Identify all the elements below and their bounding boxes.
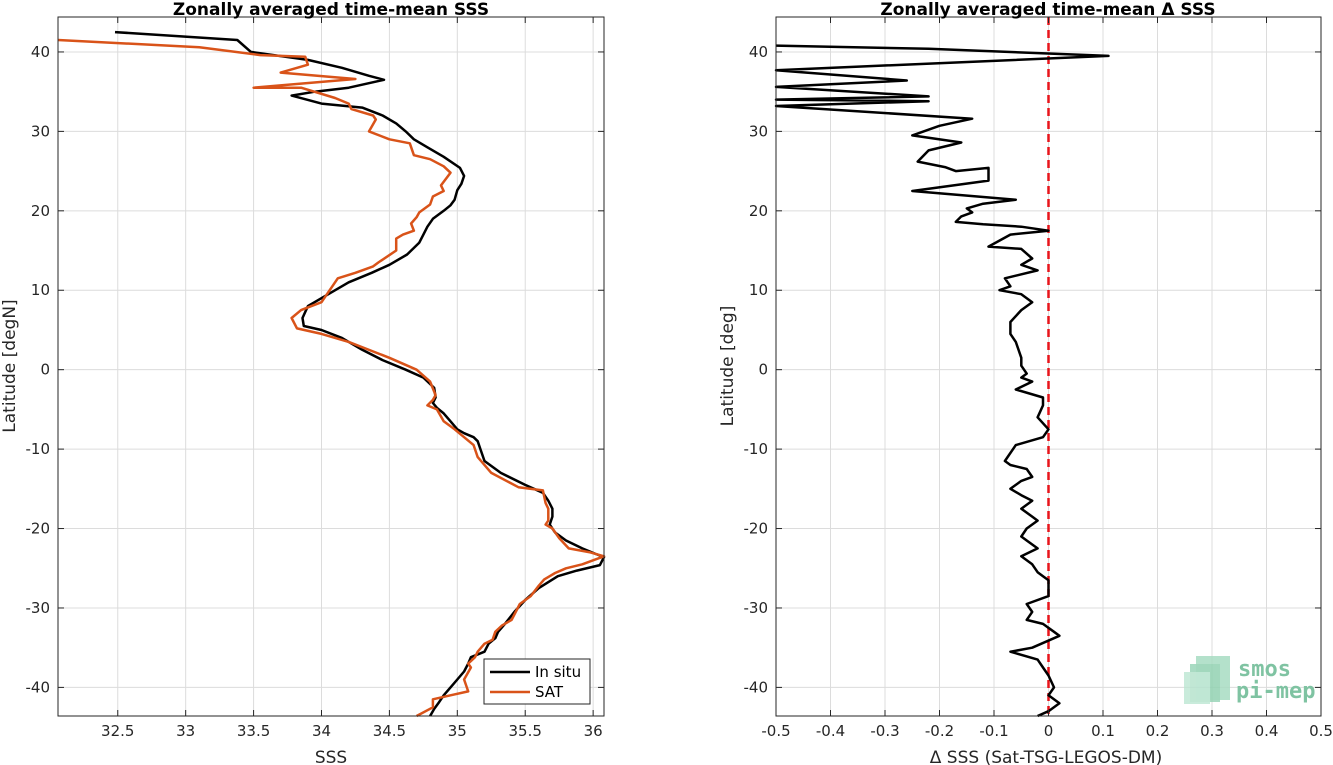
logo-emblem: [1184, 656, 1230, 704]
legend: In situ SAT: [483, 658, 591, 705]
y-tick-label: -40: [26, 678, 51, 696]
series-layer: [774, 44, 1110, 718]
series-line-0: [774, 44, 1110, 718]
x-tick-label: 33.5: [237, 722, 270, 740]
y-tick-label: 30: [749, 122, 768, 140]
plot-area: [58, 17, 604, 716]
x-tick-label: 35.5: [509, 722, 542, 740]
x-tick-label: -0.2: [925, 722, 954, 740]
x-tick-label: 0.1: [1091, 722, 1115, 740]
y-tick-label: 0: [40, 361, 50, 379]
smos-pimep-logo: smos pi-mep: [1184, 656, 1315, 704]
x-tick-label: 0.3: [1200, 722, 1224, 740]
y-tick-label: -30: [26, 599, 51, 617]
y-axis-label: Latitude [degN]: [0, 299, 20, 432]
chart-title: Zonally averaged time-mean SSS: [173, 0, 489, 20]
y-axis-label: Latitude [deg]: [718, 306, 738, 427]
sss-panel: 32.5 33 33.5 34 34.5 35 35.5 36 -40 -30 -20 -10 0 10 2…: [0, 0, 606, 765]
x-tick-label: 0.5: [1309, 722, 1333, 740]
logo-text-pimep: pi-mep: [1236, 679, 1315, 704]
ticks: -0.5 -0.4 -0.3 -0.2 -0.1 0 0.1 0.2 0.3 0.4 0.5 -40 -…: [744, 17, 1333, 740]
x-tick-label: -0.3: [870, 722, 899, 740]
y-tick-label: -30: [744, 599, 769, 617]
x-tick-label: -0.5: [761, 722, 790, 740]
x-tick-label: 35: [448, 722, 467, 740]
y-tick-label: 20: [749, 202, 768, 220]
x-axis-label: Δ SSS (Sat-TSG-LEGOS-DM): [930, 748, 1162, 765]
series-line-sat: [57, 38, 606, 718]
x-tick-label: 34: [312, 722, 331, 740]
x-axis-label: SSS: [315, 748, 347, 765]
x-tick-label: 34.5: [373, 722, 406, 740]
legend-label-in-situ: In situ: [535, 663, 581, 681]
y-tick-label: -10: [26, 440, 51, 458]
y-tick-label: 40: [31, 43, 50, 61]
x-tick-label: 0: [1044, 722, 1054, 740]
y-tick-label: 10: [31, 281, 50, 299]
x-tick-label: 0.4: [1255, 722, 1279, 740]
y-tick-label: 30: [31, 122, 50, 140]
x-tick-label: -0.1: [979, 722, 1008, 740]
y-tick-label: 10: [749, 281, 768, 299]
x-tick-label: 32.5: [101, 722, 134, 740]
x-tick-label: 33: [176, 722, 195, 740]
plot-frame: [57, 16, 605, 717]
logo-text-smos: smos: [1238, 657, 1291, 682]
series-layer: [57, 30, 606, 718]
ticks: 32.5 33 33.5 34 34.5 35 35.5 36 -40 -30 -20 -10 0 10 2…: [26, 17, 604, 740]
x-tick-label: 0.2: [1146, 722, 1170, 740]
x-tick-label: 36: [584, 722, 603, 740]
chart-title: Zonally averaged time-mean Δ SSS: [880, 0, 1215, 20]
legend-box: [483, 658, 591, 705]
y-tick-label: 0: [758, 361, 768, 379]
y-tick-label: 20: [31, 202, 50, 220]
y-tick-label: 40: [749, 43, 768, 61]
y-tick-label: -20: [26, 520, 51, 538]
x-tick-label: -0.4: [816, 722, 845, 740]
delta-sss-panel: smos pi-mep -0.5 -0.4 -0.3 -0.2 -0.1 0 0.1 0.2 0…: [718, 0, 1333, 765]
legend-label-sat: SAT: [535, 683, 564, 701]
y-tick-label: -20: [744, 520, 769, 538]
y-tick-label: -40: [744, 678, 769, 696]
y-tick-label: -10: [744, 440, 769, 458]
